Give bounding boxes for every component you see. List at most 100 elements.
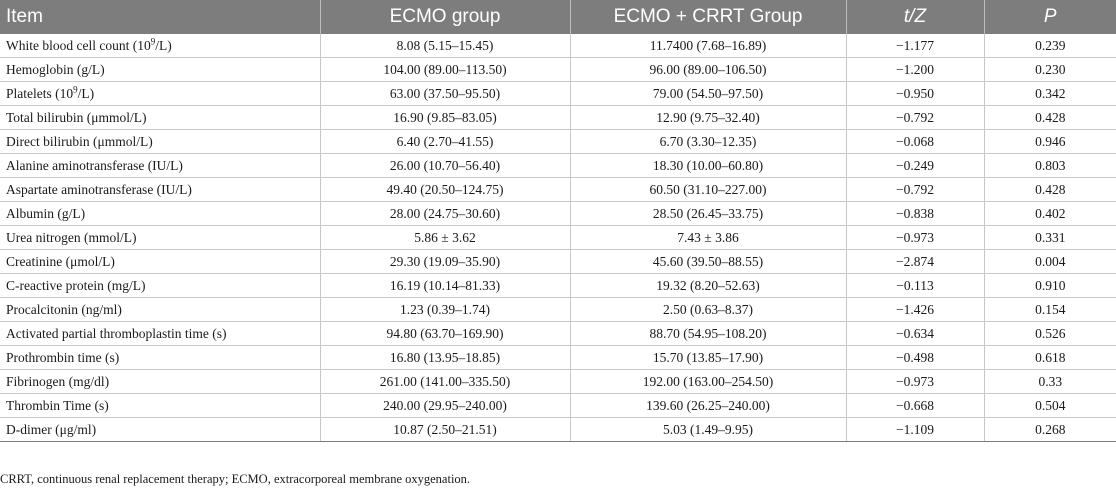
item-label: Total bilirubin (μmmol/L) xyxy=(6,109,147,125)
table-row: Aspartate aminotransferase (IU/L) 49.40 (… xyxy=(0,177,1116,202)
cell-ecmo-group: 6.40 (2.70–41.55) xyxy=(320,129,571,154)
cell-ecmo-crrt-group: 12.90 (9.75–32.40) xyxy=(570,105,847,130)
item-label: Hemoglobin (g/L) xyxy=(6,61,105,77)
cell-p: 0.004 xyxy=(984,249,1116,274)
header-ecmo-group: ECMO group xyxy=(320,0,571,34)
cell-ecmo-group: 16.80 (13.95–18.85) xyxy=(320,345,571,370)
cell-item: Alanine aminotransferase (IU/L) xyxy=(0,153,321,178)
cell-t-z: −0.249 xyxy=(846,153,985,178)
cell-p: 0.331 xyxy=(984,225,1116,250)
cell-t-z: −0.973 xyxy=(846,369,985,394)
cell-p: 0.910 xyxy=(984,273,1116,298)
cell-ecmo-group: 16.90 (9.85–83.05) xyxy=(320,105,571,130)
cell-ecmo-crrt-group: 79.00 (54.50–97.50) xyxy=(570,81,847,106)
cell-ecmo-crrt-group: 15.70 (13.85–17.90) xyxy=(570,345,847,370)
cell-p: 0.402 xyxy=(984,201,1116,226)
cell-ecmo-group: 94.80 (63.70–169.90) xyxy=(320,321,571,346)
table-body: White blood cell count (109/L) 8.08 (5.15… xyxy=(0,34,1116,442)
table-row: Total bilirubin (μmmol/L) 16.90 (9.85–83.… xyxy=(0,105,1116,130)
item-label: White blood cell count (10 xyxy=(6,37,151,53)
cell-item: Thrombin Time (s) xyxy=(0,393,321,418)
table-row: Platelets (109/L) 63.00 (37.50–95.50) 79.0… xyxy=(0,81,1116,106)
item-superscript: 9 xyxy=(73,84,78,94)
item-label: Platelets (10 xyxy=(6,85,74,101)
cell-ecmo-crrt-group: 7.43 ± 3.86 xyxy=(570,225,847,250)
table-row: Alanine aminotransferase (IU/L) 26.00 (10… xyxy=(0,153,1116,178)
cell-ecmo-crrt-group: 6.70 (3.30–12.35) xyxy=(570,129,847,154)
cell-ecmo-group: 10.87 (2.50–21.51) xyxy=(320,417,571,442)
cell-ecmo-crrt-group: 19.32 (8.20–52.63) xyxy=(570,273,847,298)
cell-ecmo-group: 8.08 (5.15–15.45) xyxy=(320,34,571,58)
table-row: Urea nitrogen (mmol/L) 5.86 ± 3.62 7.43 ± … xyxy=(0,225,1116,250)
cell-item: Activated partial thromboplastin time (s… xyxy=(0,321,321,346)
item-label: Activated partial thromboplastin time (s… xyxy=(6,325,227,341)
table-row: D-dimer (μg/ml) 10.87 (2.50–21.51) 5.03 (1… xyxy=(0,417,1116,442)
cell-item: Direct bilirubin (μmmol/L) xyxy=(0,129,321,154)
item-label: Creatinine (μmol/L) xyxy=(6,253,115,269)
item-label-suffix: /L) xyxy=(155,37,172,53)
cell-ecmo-crrt-group: 60.50 (31.10–227.00) xyxy=(570,177,847,202)
cell-ecmo-crrt-group: 139.60 (26.25–240.00) xyxy=(570,393,847,418)
cell-p: 0.268 xyxy=(984,417,1116,442)
cell-p: 0.33 xyxy=(984,369,1116,394)
cell-t-z: −0.792 xyxy=(846,177,985,202)
item-label-suffix: /L) xyxy=(77,85,95,101)
cell-ecmo-group: 5.86 ± 3.62 xyxy=(320,225,571,250)
cell-p: 0.342 xyxy=(984,81,1116,106)
cell-ecmo-crrt-group: 88.70 (54.95–108.20) xyxy=(570,321,847,346)
cell-p: 0.803 xyxy=(984,153,1116,178)
cell-item: White blood cell count (109/L) xyxy=(0,34,321,58)
item-label: Procalcitonin (ng/ml) xyxy=(6,301,122,317)
cell-ecmo-crrt-group: 2.50 (0.63–8.37) xyxy=(570,297,847,322)
cell-item: Platelets (109/L) xyxy=(0,81,321,106)
cell-p: 0.618 xyxy=(984,345,1116,370)
cell-t-z: −0.113 xyxy=(846,273,985,298)
cell-item: Creatinine (μmol/L) xyxy=(0,249,321,274)
cell-item: Fibrinogen (mg/dl) xyxy=(0,369,321,394)
cell-p: 0.154 xyxy=(984,297,1116,322)
header-t-z: t/Z xyxy=(846,0,985,34)
cell-ecmo-crrt-group: 18.30 (10.00–60.80) xyxy=(570,153,847,178)
table-row: Direct bilirubin (μmmol/L) 6.40 (2.70–41.… xyxy=(0,129,1116,154)
cell-t-z: −0.068 xyxy=(846,129,985,154)
header-ecmo-crrt-group: ECMO + CRRT Group xyxy=(570,0,847,34)
table-container: Item ECMO group ECMO + CRRT Group t/Z P … xyxy=(0,0,1116,442)
cell-ecmo-group: 104.00 (89.00–113.50) xyxy=(320,57,571,82)
cell-item: Albumin (g/L) xyxy=(0,201,321,226)
header-p: P xyxy=(984,0,1116,34)
cell-t-z: −0.668 xyxy=(846,393,985,418)
table-row: Creatinine (μmol/L) 29.30 (19.09–35.90) 45… xyxy=(0,249,1116,274)
cell-item: Total bilirubin (μmmol/L) xyxy=(0,105,321,130)
cell-t-z: −1.109 xyxy=(846,417,985,442)
item-label: D-dimer (μg/ml) xyxy=(6,421,97,437)
header-item: Item xyxy=(0,0,321,34)
cell-t-z: −0.634 xyxy=(846,321,985,346)
cell-p: 0.428 xyxy=(984,177,1116,202)
cell-ecmo-crrt-group: 11.7400 (7.68–16.89) xyxy=(570,34,847,58)
cell-item: D-dimer (μg/ml) xyxy=(0,417,321,442)
cell-item: Prothrombin time (s) xyxy=(0,345,321,370)
cell-ecmo-crrt-group: 5.03 (1.49–9.95) xyxy=(570,417,847,442)
cell-p: 0.239 xyxy=(984,34,1116,58)
cell-item: Urea nitrogen (mmol/L) xyxy=(0,225,321,250)
cell-p: 0.230 xyxy=(984,57,1116,82)
cell-ecmo-crrt-group: 192.00 (163.00–254.50) xyxy=(570,369,847,394)
cell-t-z: −0.792 xyxy=(846,105,985,130)
cell-t-z: −0.838 xyxy=(846,201,985,226)
item-label: Aspartate aminotransferase (IU/L) xyxy=(6,181,192,197)
item-label: C-reactive protein (mg/L) xyxy=(6,277,146,293)
table-row: Prothrombin time (s) 16.80 (13.95–18.85) 1… xyxy=(0,345,1116,370)
cell-p: 0.428 xyxy=(984,105,1116,130)
cell-t-z: −0.973 xyxy=(846,225,985,250)
table-row: Albumin (g/L) 28.00 (24.75–30.60) 28.50 (2… xyxy=(0,201,1116,226)
cell-ecmo-group: 261.00 (141.00–335.50) xyxy=(320,369,571,394)
table-row: Activated partial thromboplastin time (s… xyxy=(0,321,1116,346)
cell-t-z: −2.874 xyxy=(846,249,985,274)
header-row: Item ECMO group ECMO + CRRT Group t/Z P xyxy=(0,0,1116,34)
cell-t-z: −0.950 xyxy=(846,81,985,106)
item-label: Prothrombin time (s) xyxy=(6,349,120,365)
cell-p: 0.504 xyxy=(984,393,1116,418)
item-superscript: 9 xyxy=(150,36,156,46)
cell-ecmo-group: 63.00 (37.50–95.50) xyxy=(320,81,571,106)
table-row: White blood cell count (109/L) 8.08 (5.15… xyxy=(0,34,1116,58)
